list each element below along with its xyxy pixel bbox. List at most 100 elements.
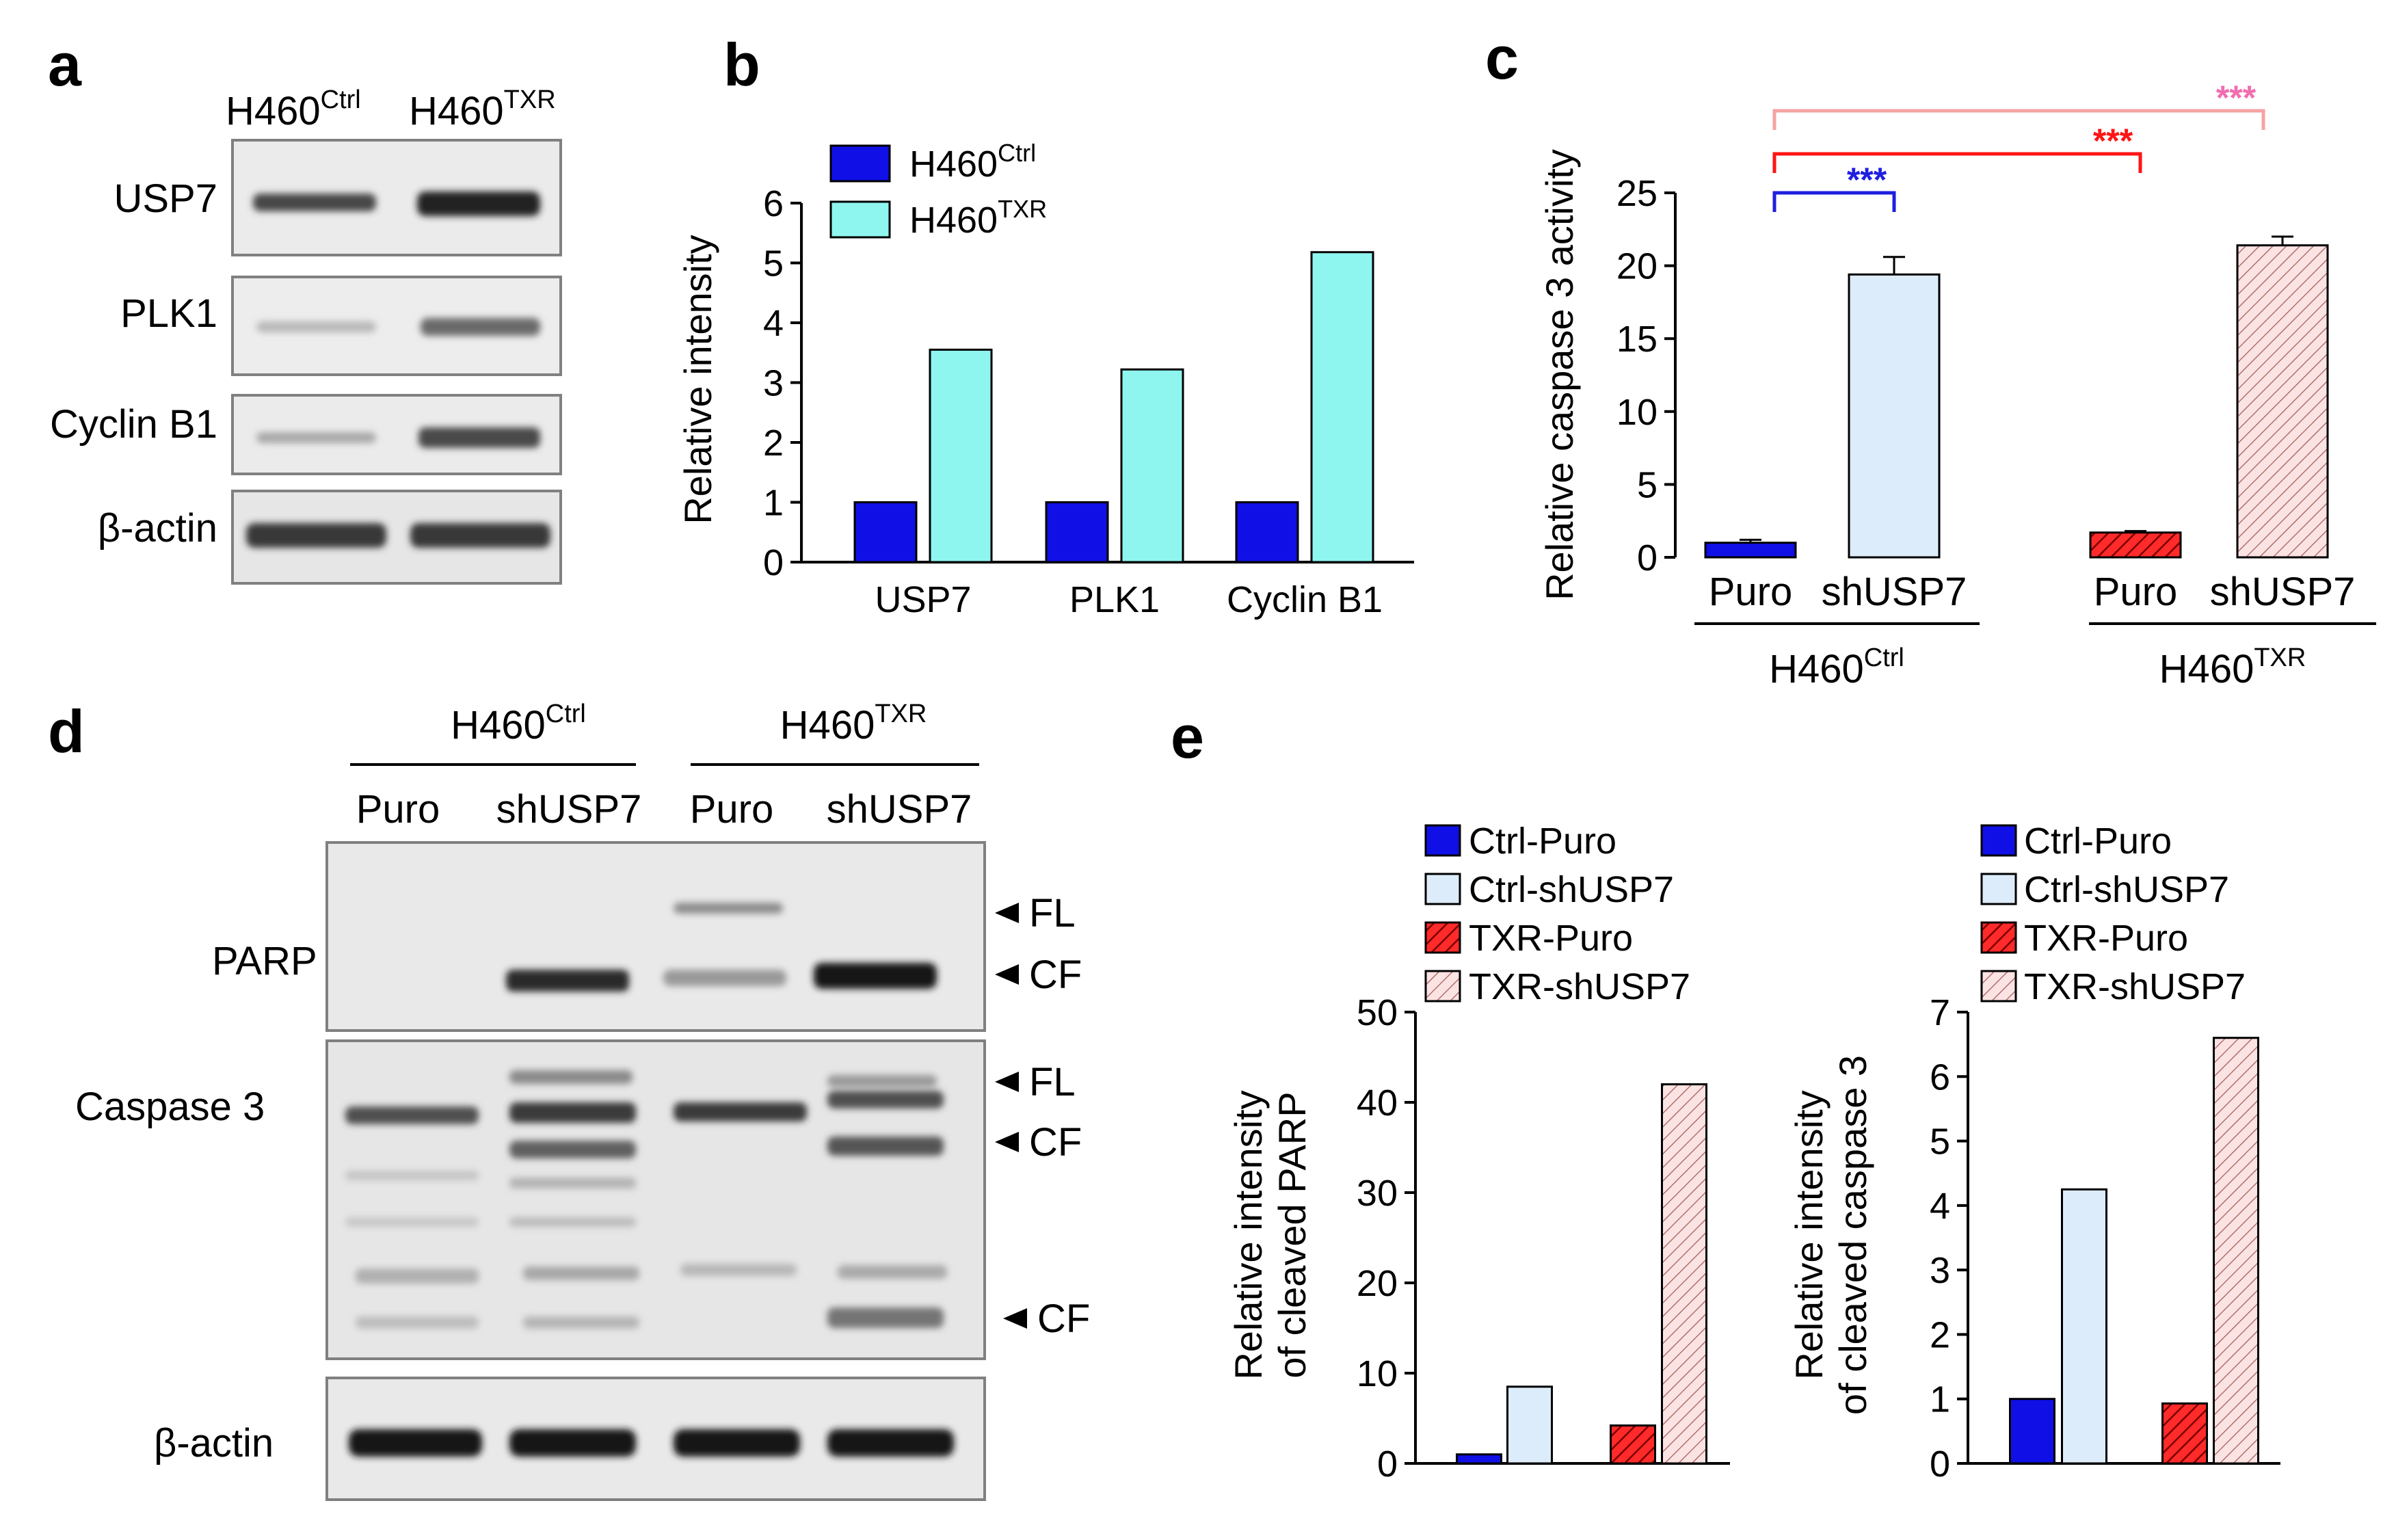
plot-e1: 0 10 20 30 40 50 Relative intensityof cleaved … bbox=[1227, 992, 1730, 1485]
chart-b-ytick-label: 2 bbox=[763, 423, 784, 464]
bar-c-1 bbox=[1704, 542, 1797, 559]
panel-b: b H460Ctrl H460TXR 0 1 2 3 4 5 6 USP7 PLK1 Cyclin… bbox=[676, 31, 1414, 620]
sig-bracket-c-3 bbox=[1772, 109, 2265, 130]
bar-chart-e1-2 bbox=[1506, 1385, 1553, 1465]
legend-b: H460Ctrl H460TXR bbox=[829, 139, 1047, 241]
blot-d-lane-2: shUSP7 bbox=[496, 787, 642, 832]
panel-label-c: c bbox=[1485, 24, 1519, 92]
plot-b: 0 1 2 3 4 5 6 USP7 PLK1 Cyclin B1 Relative intensi… bbox=[676, 183, 1414, 620]
chart-b-ytick-label: 1 bbox=[763, 483, 784, 524]
panel-a: a H460Ctrl H460TXR USP7 PLK1 Cyclin B1 β… bbox=[48, 31, 562, 585]
legend-e1-swatch-1 bbox=[1424, 824, 1461, 857]
bar-chart-e2-1 bbox=[2009, 1398, 2055, 1465]
chart-e1-ylabel: Relative intensityof cleaved PARP bbox=[1227, 1090, 1314, 1379]
blot-d-arrows: FL CF FL CF CF bbox=[995, 891, 1090, 1341]
chart-e2-ytick-label: 6 bbox=[1930, 1057, 1950, 1098]
legend-e1-label-2: Ctrl-shUSP7 bbox=[1469, 869, 1674, 910]
chart-c-xtick-label: Puro bbox=[1709, 570, 1793, 614]
legend-e1-label-1: Ctrl-Puro bbox=[1469, 821, 1616, 862]
chart-b-xtick-label: PLK1 bbox=[1069, 579, 1160, 620]
chart-b-ytick-label: 5 bbox=[763, 243, 784, 284]
chart-e1-ytick-label: 20 bbox=[1357, 1263, 1398, 1304]
legend-e2-label-1: Ctrl-Puro bbox=[2024, 821, 2172, 862]
chart-e2-ytick-label: 5 bbox=[1930, 1121, 1950, 1163]
chart-e1-ytick-label: 40 bbox=[1357, 1083, 1398, 1124]
legend-b-txr: H460TXR bbox=[909, 195, 1047, 241]
bar-chart-e1-3 bbox=[1610, 1424, 1656, 1465]
bar-chart-e1-4 bbox=[1661, 1083, 1707, 1465]
blot-a-plk1 bbox=[231, 276, 562, 376]
legend-e2-swatch-1 bbox=[1980, 824, 2017, 857]
chart-c-ytick-label: 0 bbox=[1637, 537, 1658, 579]
chart-e2-ylabel: Relative intensityof cleaved caspase 3 bbox=[1787, 1055, 1874, 1415]
chart-e2-ytick-label: 3 bbox=[1930, 1250, 1950, 1291]
chart-c-ytick-label: 20 bbox=[1616, 246, 1658, 287]
chart-c-ylabel: Relative caspase 3 activity bbox=[1538, 149, 1581, 600]
chart-c-ytick-label: 15 bbox=[1616, 319, 1658, 360]
panel-d: d H460Ctrl H460TXR Puro shUSP7 Puro shUS… bbox=[48, 698, 1090, 1501]
bar-chart-e2-2 bbox=[2061, 1188, 2107, 1465]
chart-b-ylabel: Relative intensity bbox=[676, 235, 719, 524]
legend-e1-swatch-2 bbox=[1424, 873, 1461, 905]
plot-c: 0 5 10 15 20 25 Puro shUSP7 Puro shUSP7 *** *** *** R… bbox=[1538, 79, 2355, 614]
legend-e2: Ctrl-Puro Ctrl-shUSP7 TXR-Puro TXR-shUSP… bbox=[1980, 821, 2246, 1007]
arrow-label-cf-casp-2: CF bbox=[1037, 1297, 1090, 1341]
bar-b-cyclinb1-txr bbox=[1310, 251, 1374, 563]
sig-stars-c-2: *** bbox=[2093, 122, 2133, 160]
panel-label-d: d bbox=[48, 698, 85, 765]
arrow-label-cf-parp: CF bbox=[1029, 953, 1082, 997]
legend-e2-swatch-4 bbox=[1980, 970, 2017, 1003]
legend-b-ctrl: H460Ctrl bbox=[909, 139, 1036, 185]
chart-e2-ytick-label: 7 bbox=[1930, 992, 1950, 1033]
blot-a-row-cyclinb1: Cyclin B1 bbox=[50, 402, 217, 447]
blot-d-lane-4: shUSP7 bbox=[827, 787, 972, 832]
chart-e1-ytick-label: 0 bbox=[1377, 1444, 1398, 1485]
blot-a-lane-ctrl: H460Ctrl bbox=[226, 85, 361, 133]
legend-e1-swatch-3 bbox=[1424, 921, 1461, 954]
blot-a-lane-txr: H460TXR bbox=[409, 85, 556, 133]
sig-bracket-c-1 bbox=[1772, 191, 1896, 212]
chart-e2-ytick-label: 4 bbox=[1930, 1186, 1950, 1227]
legend-e2-label-2: Ctrl-shUSP7 bbox=[2024, 869, 2229, 910]
blot-a-bactin bbox=[231, 490, 562, 585]
arrow-label-cf-casp-1: CF bbox=[1029, 1120, 1082, 1165]
arrow-cf-casp-2 bbox=[1003, 1308, 1027, 1329]
chart-c-xtick-label: shUSP7 bbox=[1822, 570, 1967, 614]
arrow-cf-casp-1 bbox=[995, 1132, 1019, 1152]
legend-e2-label-3: TXR-Puro bbox=[2024, 918, 2188, 959]
bar-chart-e2-3 bbox=[2161, 1402, 2208, 1465]
chart-c-xtick-label: Puro bbox=[2094, 570, 2178, 614]
chart-c-ytick-label: 10 bbox=[1616, 392, 1658, 433]
legend-e1-label-4: TXR-shUSP7 bbox=[1469, 966, 1690, 1007]
chart-b-ytick-label: 0 bbox=[763, 542, 784, 583]
panel-c: c 0 5 10 15 20 25 Puro shUSP7 Puro shUSP7 *** *** **… bbox=[1485, 24, 2376, 691]
bar-b-usp7-txr bbox=[929, 348, 993, 563]
bar-b-plk1-txr bbox=[1120, 368, 1184, 563]
legend-e1-swatch-4 bbox=[1424, 970, 1461, 1003]
bar-b-plk1-ctrl bbox=[1045, 501, 1109, 563]
chart-b-xtick-label: Cyclin B1 bbox=[1227, 579, 1383, 620]
bar-b-usp7-ctrl bbox=[853, 501, 918, 563]
bar-b-cyclinb1-ctrl bbox=[1235, 501, 1299, 563]
chart-c-ytick-label: 5 bbox=[1637, 464, 1658, 505]
blot-a-row-bactin: β-actin bbox=[98, 506, 217, 550]
blot-d-parp bbox=[325, 841, 986, 1032]
chart-e2-ytick-label: 2 bbox=[1930, 1314, 1950, 1355]
panel-e: e Ctrl-Puro Ctrl-shUSP7 TXR-Puro TXR-shU… bbox=[1171, 703, 2280, 1485]
sig-bracket-c-2 bbox=[1772, 152, 2142, 173]
arrow-label-fl-casp: FL bbox=[1029, 1060, 1076, 1104]
arrow-cf-parp bbox=[995, 964, 1019, 985]
blot-d-row-parp: PARP bbox=[212, 939, 317, 983]
chart-e2-ytick-label: 0 bbox=[1930, 1444, 1950, 1485]
chart-e2-ytick-label: 1 bbox=[1930, 1379, 1950, 1420]
arrow-label-fl-parp: FL bbox=[1029, 891, 1076, 935]
blot-d-row-bactin: β-actin bbox=[154, 1421, 274, 1465]
blot-d-group-txr: H460TXR bbox=[780, 700, 927, 747]
legend-e2-swatch-3 bbox=[1980, 921, 2017, 954]
chart-c-ytick-label: 25 bbox=[1616, 173, 1658, 214]
blot-a-row-usp7: USP7 bbox=[114, 176, 217, 221]
group-c-label-txr: H460TXR bbox=[2159, 643, 2306, 691]
panel-label-a: a bbox=[48, 31, 82, 98]
bar-chart-e1-1 bbox=[1456, 1453, 1502, 1465]
